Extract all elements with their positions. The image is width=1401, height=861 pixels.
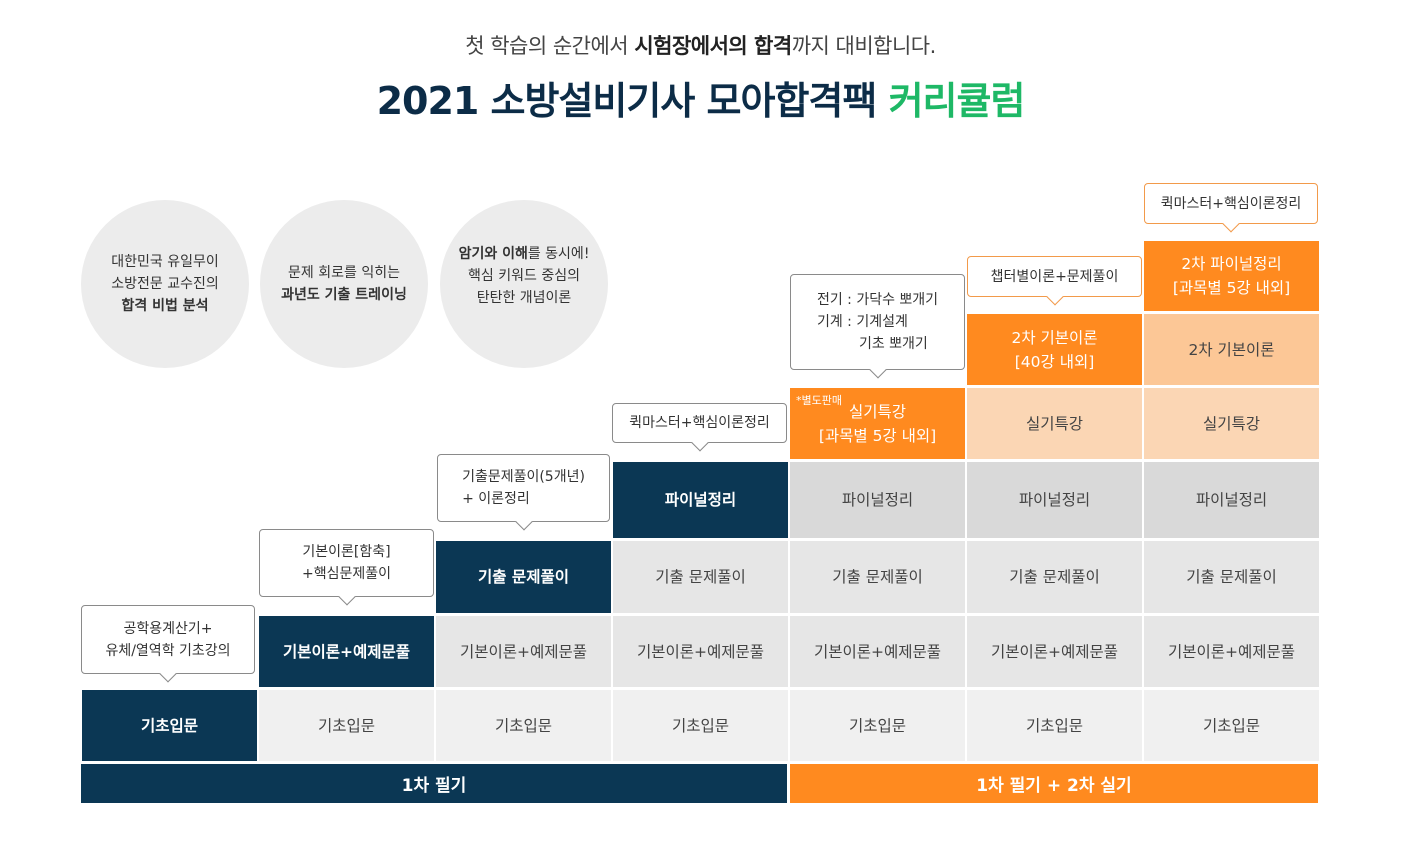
col4-final: 파이널정리 xyxy=(613,462,788,538)
col1-basic: 기초입문 xyxy=(82,690,257,761)
bubble-col7: 퀵마스터+핵심이론정리 xyxy=(1144,183,1318,233)
circle-1-line1: 대한민국 유일무이 xyxy=(111,254,219,270)
subtitle-pre: 첫 학습의 순간에서 xyxy=(465,34,635,58)
col5-basic: 기초입문 xyxy=(790,690,965,761)
page-title: 2021 소방설비기사 모아합격팩 커리큘럼 xyxy=(0,70,1401,125)
circle-3-line1b: 를 동시에! xyxy=(527,246,590,262)
subtitle-post: 까지 대비합니다. xyxy=(791,34,937,58)
bubble-col3: 기출문제풀이(5개년) + 이론정리 xyxy=(437,454,610,531)
circle-3-line2: 핵심 키워드 중심의 xyxy=(468,268,580,284)
subtitle-bold: 시험장에서의 합격 xyxy=(634,34,792,58)
circle-1-line3: 합격 비법 분석 xyxy=(121,298,209,314)
subtitle: 첫 학습의 순간에서 시험장에서의 합격까지 대비합니다. xyxy=(0,30,1401,60)
col7-final: 파이널정리 xyxy=(1144,462,1319,538)
col7-second-final: 2차 파이널정리 [과목별 5강 내외] xyxy=(1144,241,1319,311)
col2-theory: 기본이론+예제문풀 xyxy=(259,616,434,687)
col3-theory: 기본이론+예제문풀 xyxy=(436,616,611,687)
circle-2-line2: 과년도 기출 트레이닝 xyxy=(281,287,407,303)
circle-1-line2: 소방전문 교수진의 xyxy=(111,276,219,292)
separate-sale-tag: *별도판매 xyxy=(796,394,842,407)
col7-basic: 기초입문 xyxy=(1144,690,1319,761)
bar-first-written: 1차 필기 xyxy=(81,764,787,803)
circle-3-line1a: 암기와 이해 xyxy=(458,246,528,262)
col3-basic: 기초입문 xyxy=(436,690,611,761)
col4-basic: 기초입문 xyxy=(613,690,788,761)
bubble-col2: 기본이론[함축] +핵심문제풀이 xyxy=(259,529,434,606)
col5-final: 파이널정리 xyxy=(790,462,965,538)
bubble-col4: 퀵마스터+핵심이론정리 xyxy=(612,403,787,452)
col5-theory: 기본이론+예제문풀 xyxy=(790,616,965,687)
col7-past: 기출 문제풀이 xyxy=(1144,541,1319,613)
feature-circle-1: 대한민국 유일무이 소방전문 교수진의 합격 비법 분석 xyxy=(81,200,249,368)
bubble-col6: 챕터별이론+문제풀이 xyxy=(967,256,1142,306)
circle-2-line1: 문제 회로를 익히는 xyxy=(288,265,400,281)
col6-past: 기출 문제풀이 xyxy=(967,541,1142,613)
feature-circle-3: 암기와 이해를 동시에! 핵심 키워드 중심의 탄탄한 개념이론 xyxy=(440,200,608,368)
col6-second-basic: 2차 기본이론 [40강 내외] xyxy=(967,314,1142,385)
col7-theory: 기본이론+예제문풀 xyxy=(1144,616,1319,687)
col6-theory: 기본이론+예제문풀 xyxy=(967,616,1142,687)
col7-second-basic: 2차 기본이론 xyxy=(1144,314,1319,385)
col7-practical: 실기특강 xyxy=(1144,388,1319,459)
bar-written-practical: 1차 필기 + 2차 실기 xyxy=(790,764,1318,803)
col6-final: 파이널정리 xyxy=(967,462,1142,538)
bubble-col1: 공학용계산기+ 유체/열역학 기초강의 xyxy=(81,605,255,683)
col6-basic: 기초입문 xyxy=(967,690,1142,761)
col5-practical: *별도판매 실기특강 [과목별 5강 내외] xyxy=(790,388,965,459)
circle-3-line3: 탄탄한 개념이론 xyxy=(476,290,572,306)
col2-basic: 기초입문 xyxy=(259,690,434,761)
col6-practical: 실기특강 xyxy=(967,388,1142,459)
title-accent: 커리큘럼 xyxy=(888,79,1026,123)
bubble-col5: 전기 : 가닥수 뽀개기 기계 : 기계설계 기초 뽀개기 xyxy=(790,274,965,379)
col4-theory: 기본이론+예제문풀 xyxy=(613,616,788,687)
title-main: 2021 소방설비기사 모아합격팩 xyxy=(376,79,889,123)
col5-past: 기출 문제풀이 xyxy=(790,541,965,613)
col4-past: 기출 문제풀이 xyxy=(613,541,788,613)
feature-circle-2: 문제 회로를 익히는 과년도 기출 트레이닝 xyxy=(260,200,428,368)
col3-past: 기출 문제풀이 xyxy=(436,541,611,613)
